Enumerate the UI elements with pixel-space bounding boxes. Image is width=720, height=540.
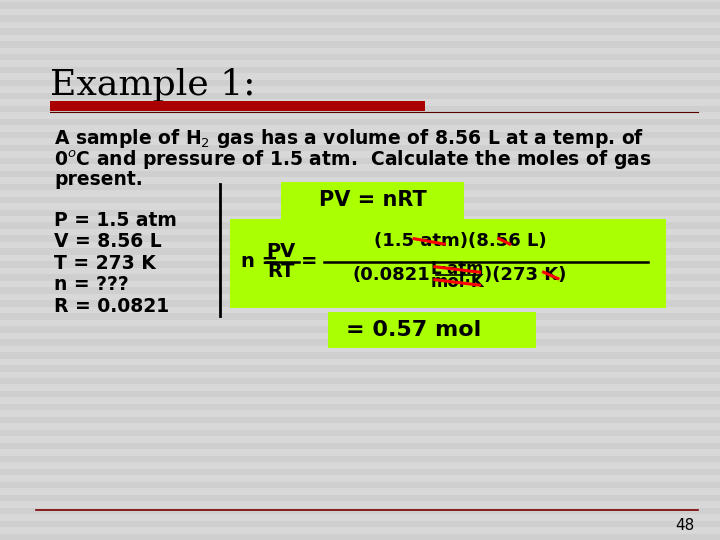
- Text: =: =: [302, 252, 318, 272]
- Text: T = 273 K: T = 273 K: [54, 254, 156, 273]
- FancyBboxPatch shape: [0, 274, 720, 281]
- FancyBboxPatch shape: [0, 2, 720, 9]
- Text: n =: n =: [241, 252, 279, 272]
- FancyBboxPatch shape: [0, 67, 720, 73]
- FancyBboxPatch shape: [230, 219, 666, 308]
- FancyBboxPatch shape: [0, 313, 720, 320]
- FancyBboxPatch shape: [0, 222, 720, 229]
- FancyBboxPatch shape: [0, 482, 720, 488]
- FancyBboxPatch shape: [0, 171, 720, 177]
- Text: R = 0.0821: R = 0.0821: [54, 297, 169, 316]
- FancyBboxPatch shape: [0, 391, 720, 397]
- FancyBboxPatch shape: [0, 521, 720, 527]
- FancyBboxPatch shape: [328, 312, 536, 348]
- FancyBboxPatch shape: [0, 248, 720, 255]
- FancyBboxPatch shape: [0, 15, 720, 22]
- FancyBboxPatch shape: [0, 508, 720, 514]
- FancyBboxPatch shape: [0, 41, 720, 48]
- FancyBboxPatch shape: [0, 145, 720, 151]
- FancyBboxPatch shape: [0, 456, 720, 462]
- FancyBboxPatch shape: [0, 495, 720, 501]
- FancyBboxPatch shape: [0, 417, 720, 423]
- Text: = 0.57 mol: = 0.57 mol: [346, 320, 481, 340]
- FancyBboxPatch shape: [0, 430, 720, 436]
- FancyBboxPatch shape: [0, 197, 720, 203]
- FancyBboxPatch shape: [0, 300, 720, 307]
- FancyBboxPatch shape: [0, 352, 720, 359]
- Text: L·atm: L·atm: [431, 260, 484, 278]
- FancyBboxPatch shape: [0, 404, 720, 410]
- FancyBboxPatch shape: [0, 93, 720, 99]
- Text: V = 8.56 L: V = 8.56 L: [54, 232, 162, 251]
- Text: n = ???: n = ???: [54, 275, 129, 294]
- FancyBboxPatch shape: [0, 365, 720, 372]
- FancyBboxPatch shape: [281, 182, 464, 219]
- Text: A sample of H$_2$ gas has a volume of 8.56 L at a temp. of: A sample of H$_2$ gas has a volume of 8.…: [54, 127, 644, 150]
- FancyBboxPatch shape: [0, 158, 720, 164]
- FancyBboxPatch shape: [0, 534, 720, 540]
- Text: 0$^o$C and pressure of 1.5 atm.  Calculate the moles of gas: 0$^o$C and pressure of 1.5 atm. Calculat…: [54, 148, 652, 172]
- Text: (1.5 atm)(8.56 L): (1.5 atm)(8.56 L): [374, 232, 547, 251]
- FancyBboxPatch shape: [0, 261, 720, 268]
- Text: 48: 48: [675, 518, 695, 534]
- FancyBboxPatch shape: [0, 326, 720, 333]
- FancyBboxPatch shape: [50, 101, 425, 111]
- FancyBboxPatch shape: [0, 80, 720, 86]
- FancyBboxPatch shape: [0, 119, 720, 125]
- FancyBboxPatch shape: [0, 28, 720, 35]
- Text: Example 1:: Example 1:: [50, 68, 256, 102]
- Text: PV = nRT: PV = nRT: [319, 190, 426, 211]
- Text: mol·K: mol·K: [431, 273, 484, 291]
- FancyBboxPatch shape: [0, 106, 720, 112]
- Text: PV: PV: [266, 241, 295, 261]
- FancyBboxPatch shape: [0, 469, 720, 475]
- FancyBboxPatch shape: [0, 132, 720, 138]
- FancyBboxPatch shape: [0, 339, 720, 346]
- Text: P = 1.5 atm: P = 1.5 atm: [54, 211, 177, 229]
- FancyBboxPatch shape: [0, 210, 720, 216]
- FancyBboxPatch shape: [0, 443, 720, 449]
- FancyBboxPatch shape: [0, 378, 720, 384]
- Text: RT: RT: [267, 262, 294, 281]
- FancyBboxPatch shape: [0, 287, 720, 294]
- FancyBboxPatch shape: [0, 184, 720, 190]
- Text: present.: present.: [54, 170, 143, 189]
- Text: (0.0821: (0.0821: [353, 266, 431, 285]
- Text: )(273 K): )(273 K): [484, 266, 566, 285]
- FancyBboxPatch shape: [0, 235, 720, 242]
- FancyBboxPatch shape: [0, 54, 720, 60]
